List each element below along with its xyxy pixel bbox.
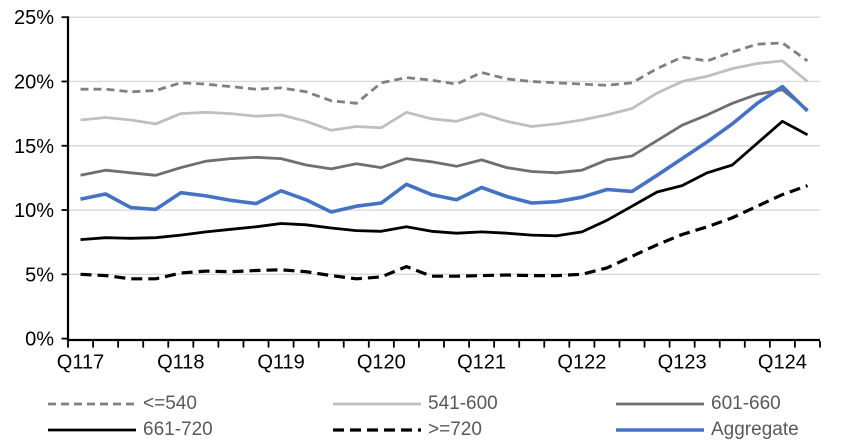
x-axis-tick-label: Q123 bbox=[658, 352, 707, 374]
y-axis-tick-label: 15% bbox=[14, 136, 54, 158]
series-line-661-720 bbox=[80, 119, 809, 241]
line-chart-plot: 0% 5% 10% 15% 20% 25% Q117 Q118 Q119 Q120 Q121 Q122… bbox=[14, 7, 821, 374]
y-axis-tick-label: 25% bbox=[14, 7, 54, 29]
legend-line-marker-icon bbox=[48, 402, 136, 406]
y-axis-tick-label: 20% bbox=[14, 71, 54, 93]
legend-item-601-660: 601-660 bbox=[616, 392, 781, 416]
x-axis-tick-label: Q124 bbox=[758, 352, 807, 374]
series-line--540 bbox=[80, 41, 809, 105]
x-axis-tick-label: Q118 bbox=[157, 352, 204, 374]
legend-line-marker-icon bbox=[48, 428, 136, 432]
x-axis-tick-label: Q119 bbox=[257, 352, 304, 374]
y-axis-tick-label: 5% bbox=[25, 264, 54, 286]
series-line-601-660 bbox=[80, 88, 809, 177]
legend-label: 661-720 bbox=[143, 419, 213, 440]
legend-label: >=720 bbox=[428, 419, 482, 440]
legend-item-aggregate: Aggregate bbox=[616, 418, 799, 441]
legend-line-marker-icon bbox=[333, 428, 421, 432]
legend-item-661-720: 661-720 bbox=[48, 418, 213, 441]
legend-item--540: <=540 bbox=[48, 392, 197, 416]
legend-line-marker-icon bbox=[333, 402, 421, 406]
x-axis-tick-label: Q121 bbox=[457, 352, 506, 374]
legend-item--720: >=720 bbox=[333, 418, 482, 441]
legend-item-541-600: 541-600 bbox=[333, 392, 498, 416]
legend-line-marker-icon bbox=[616, 428, 704, 432]
legend-line-marker-icon bbox=[616, 402, 704, 406]
y-axis-tick-label: 10% bbox=[14, 200, 54, 222]
legend-label: <=540 bbox=[143, 393, 197, 414]
y-axis-tick-label: 0% bbox=[25, 329, 54, 351]
x-axis-tick-label: Q120 bbox=[357, 352, 406, 374]
series-line-541-600 bbox=[80, 59, 809, 132]
x-axis-tick-label: Q117 bbox=[57, 352, 104, 374]
legend-label: 601-660 bbox=[711, 393, 781, 414]
x-axis-tick-label: Q122 bbox=[557, 352, 606, 374]
legend-label: Aggregate bbox=[711, 419, 799, 440]
series-line--720 bbox=[80, 184, 809, 281]
legend-label: 541-600 bbox=[428, 393, 498, 414]
series-line-aggregate bbox=[80, 84, 809, 214]
